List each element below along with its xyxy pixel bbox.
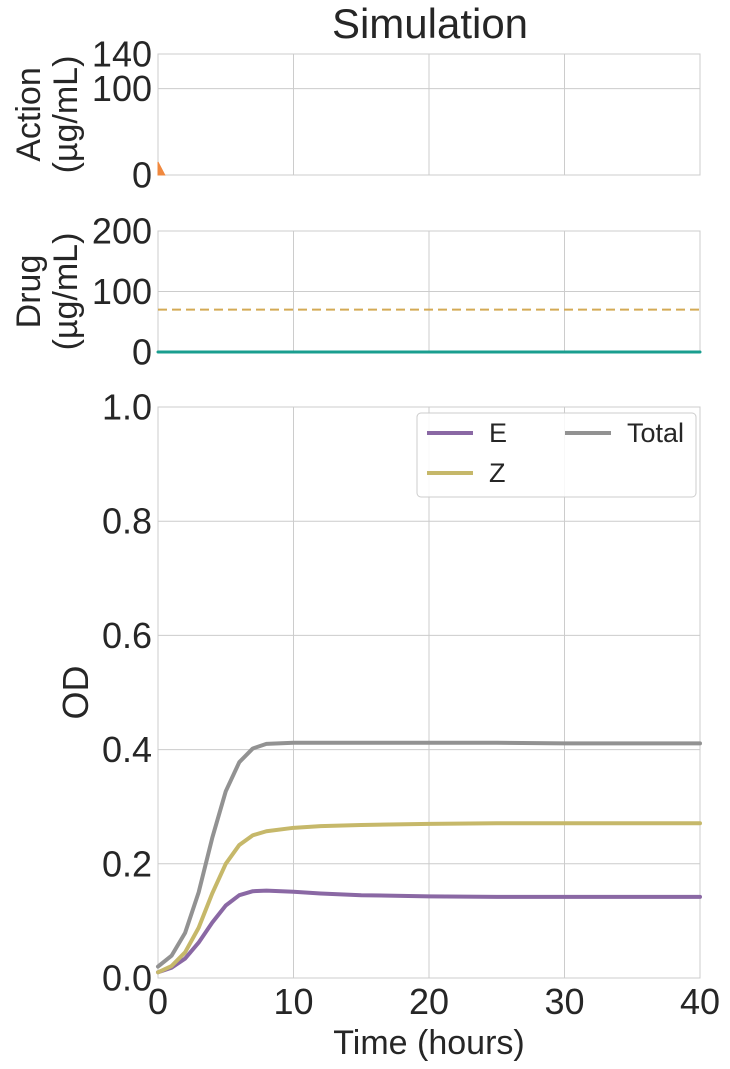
series-line-e bbox=[156, 888, 702, 975]
y-tick-label: 0.4 bbox=[102, 729, 152, 770]
x-tick-label: 10 bbox=[273, 981, 313, 1022]
y-tick-label: 140 bbox=[92, 34, 152, 75]
y-tick-label: 0 bbox=[132, 332, 152, 373]
y-tick-label: 200 bbox=[92, 211, 152, 252]
legend-label-e: E bbox=[489, 418, 507, 448]
action-area bbox=[157, 161, 166, 176]
legend-box bbox=[416, 412, 697, 498]
legend-label-total: Total bbox=[627, 418, 684, 448]
y-tick-label: 100 bbox=[92, 68, 152, 109]
figure-title: Simulation bbox=[332, 0, 528, 47]
legend-label-z: Z bbox=[489, 458, 506, 488]
y-tick-label: 0.0 bbox=[102, 958, 152, 999]
x-axis-label: Time (hours) bbox=[333, 1024, 524, 1062]
x-tick-label: 30 bbox=[544, 981, 584, 1022]
y-axis-label-line: Action bbox=[10, 67, 48, 162]
x-tick-label: 40 bbox=[680, 981, 720, 1022]
chart-legend: EZ Total bbox=[416, 412, 697, 498]
x-tick-label: 20 bbox=[409, 981, 449, 1022]
y-tick-label: 1.0 bbox=[102, 387, 152, 428]
y-axis-label: Action(µg/mL) bbox=[10, 56, 85, 174]
y-axis-label-line: Drug bbox=[10, 255, 48, 329]
y-axis-label: Drug(µg/mL) bbox=[10, 233, 85, 351]
y-tick-label: 0.6 bbox=[102, 615, 152, 656]
y-tick-label: 0.2 bbox=[102, 843, 152, 884]
x-tick-label: 0 bbox=[148, 981, 168, 1022]
y-tick-label: 100 bbox=[92, 271, 152, 312]
od-panel: 0.0 0.2 0.4 0.6 0.8 1.0 OD 0 10 20 30 40 Time (hours… bbox=[55, 387, 720, 1063]
plot-frame bbox=[157, 53, 701, 176]
y-axis-label-line: (µg/mL) bbox=[47, 56, 85, 174]
y-axis-label-line: (µg/mL) bbox=[47, 233, 85, 351]
series-line-total bbox=[156, 740, 702, 969]
y-axis-label: OD bbox=[55, 666, 96, 720]
plot-frame bbox=[157, 406, 701, 979]
y-tick-label: 0 bbox=[132, 155, 152, 196]
y-tick-label: 0.8 bbox=[102, 501, 152, 542]
series-line-z bbox=[156, 821, 702, 975]
